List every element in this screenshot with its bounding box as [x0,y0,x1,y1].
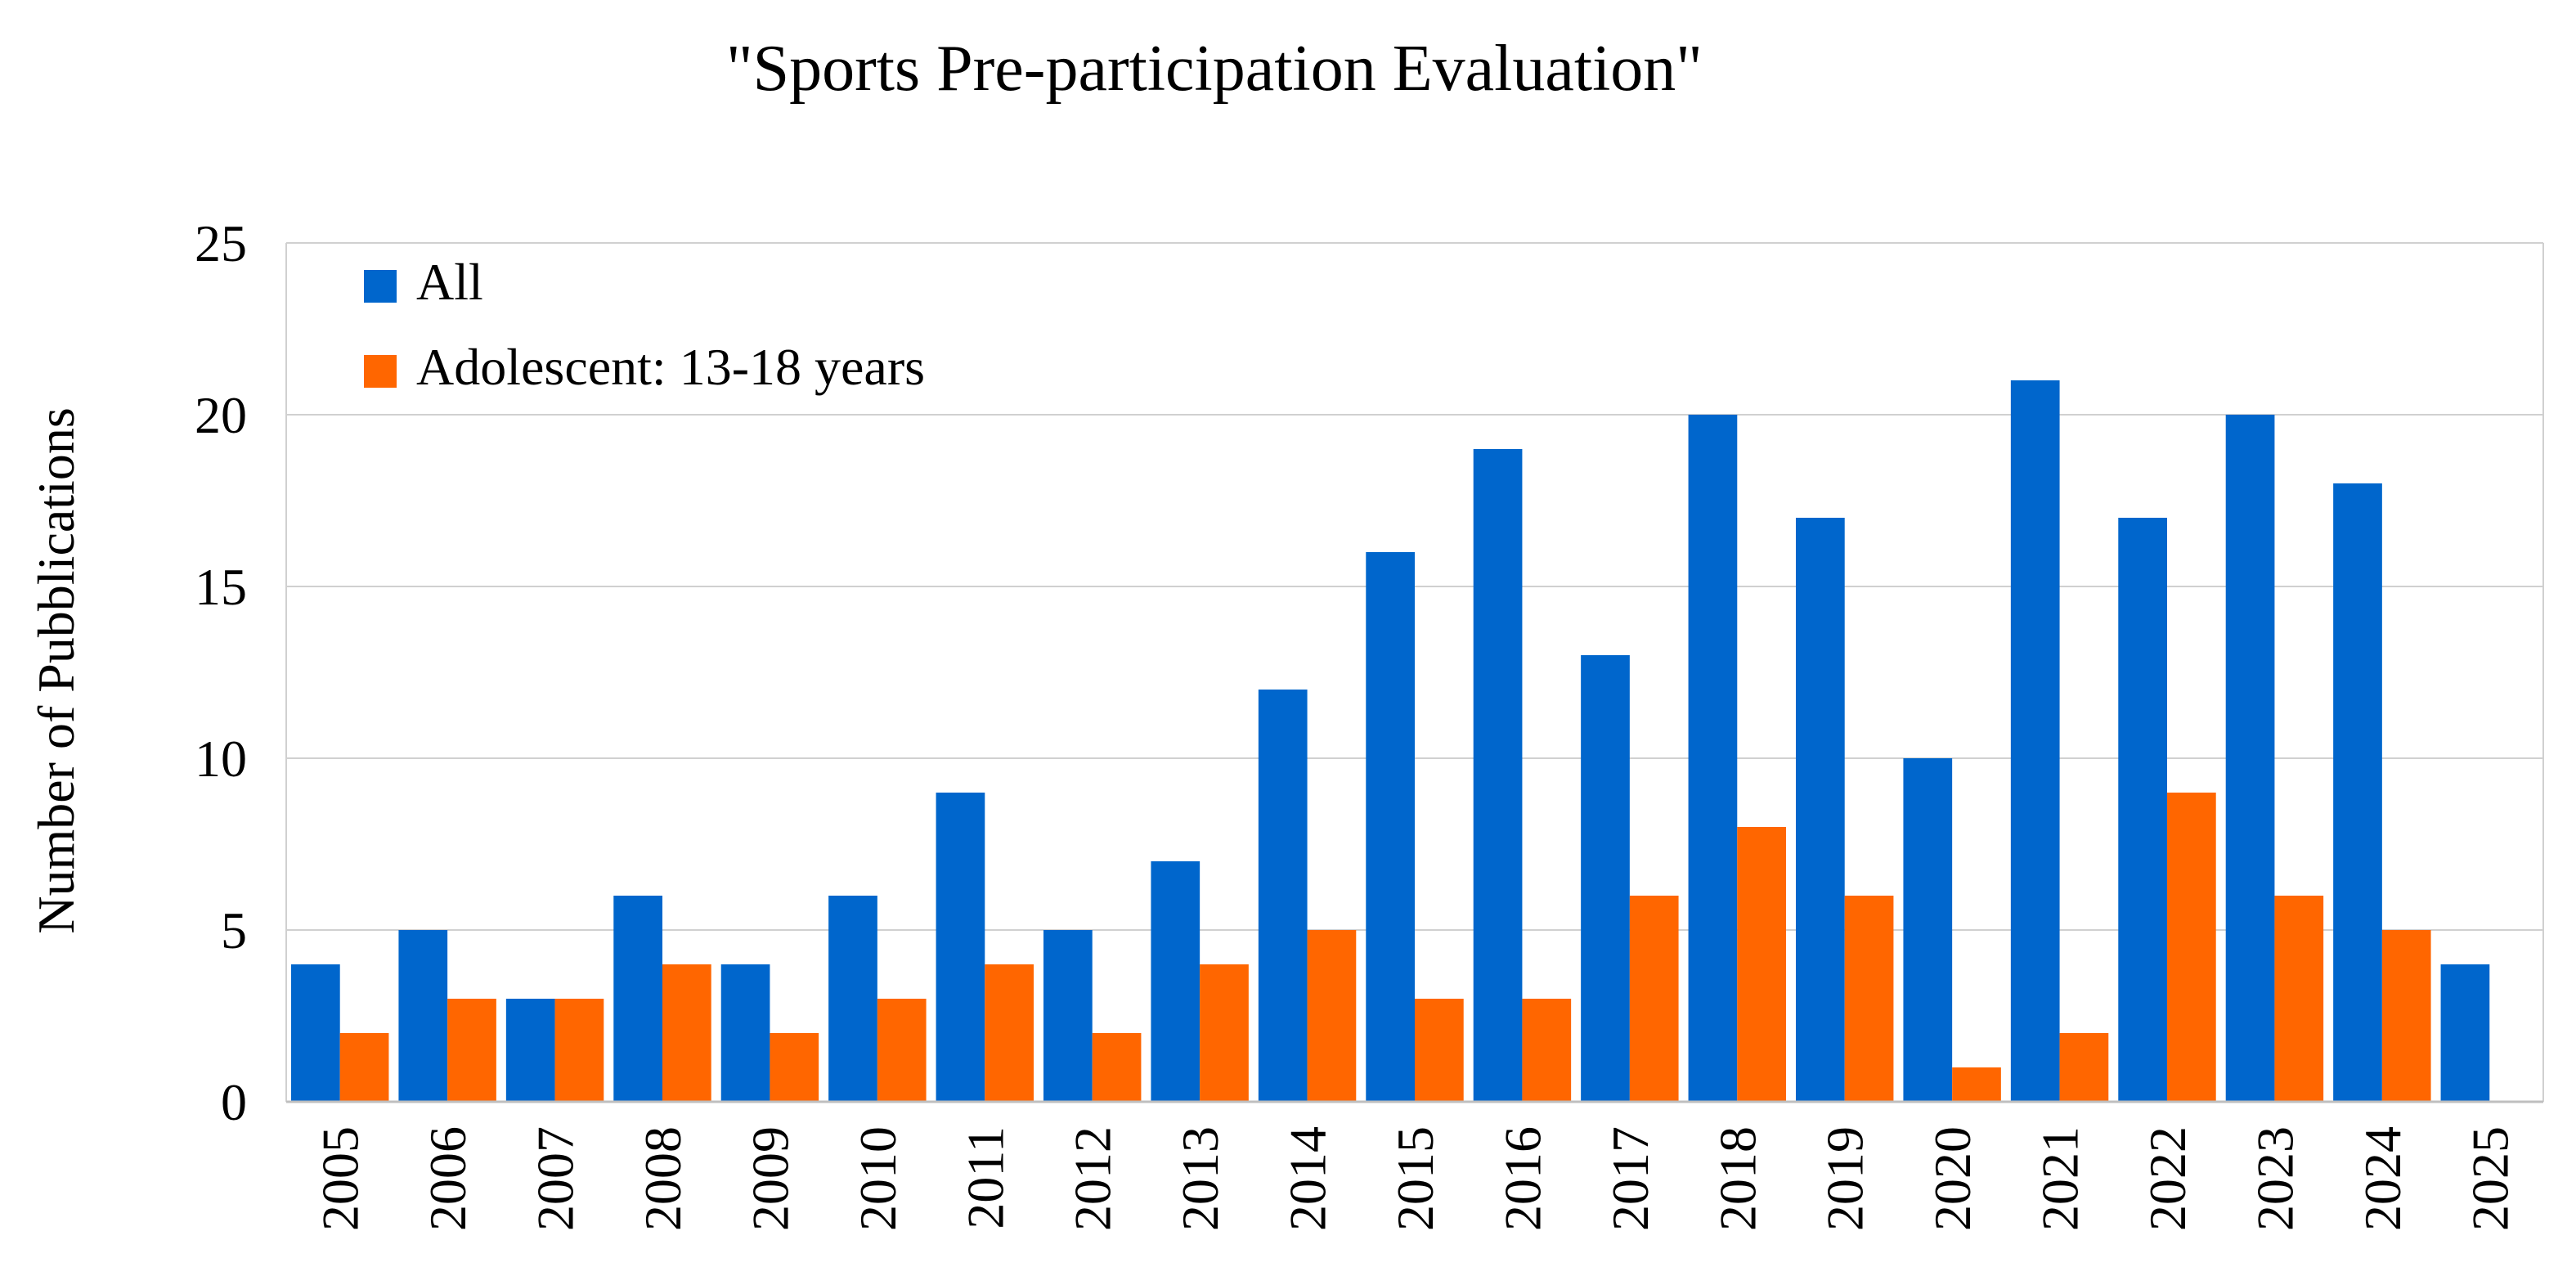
x-tick-label: 2014 [1279,1126,1337,1231]
bar-adolescent-13-18-years-2018 [1737,827,1786,1102]
bar-adolescent-13-18-years-2019 [1844,896,1894,1102]
bar-adolescent-13-18-years-2005 [339,1033,389,1102]
x-tick-label: 2019 [1816,1126,1874,1231]
legend-swatch [364,355,397,388]
bar-all-2010 [828,896,877,1102]
x-tick-label: 2012 [1064,1126,1122,1231]
bar-all-2013 [1151,861,1200,1102]
x-tick-labels: 2005 2006 2007 2008 2009 2010 2011 2012 2013 2014… [312,1126,2520,1231]
x-tick-label: 2013 [1171,1126,1229,1231]
bar-adolescent-13-18-years-2010 [877,999,927,1102]
bar-adolescent-13-18-years-2006 [447,999,496,1102]
bar-adolescent-13-18-years-2012 [1092,1033,1142,1102]
bar-all-2017 [1581,655,1630,1102]
bar-all-2008 [613,896,662,1102]
bar-adolescent-13-18-years-2007 [554,999,604,1102]
x-tick-label: 2009 [741,1126,799,1231]
bar-all-2005 [291,964,340,1102]
y-tick-label: 5 [221,901,247,959]
x-tick-label: 2007 [527,1126,585,1231]
bar-all-2023 [2225,415,2275,1102]
bar-adolescent-13-18-years-2011 [985,964,1034,1102]
bar-adolescent-13-18-years-2022 [2167,793,2216,1102]
bar-adolescent-13-18-years-2008 [662,964,711,1102]
y-tick-label: 0 [221,1073,247,1131]
x-tick-label: 2016 [1493,1126,1551,1231]
bar-all-2020 [1903,758,1953,1102]
x-tick-label: 2021 [2031,1126,2089,1231]
x-tick-label: 2023 [2246,1126,2304,1231]
x-tick-label: 2015 [1386,1126,1444,1231]
bars [291,380,2490,1102]
y-tick-label: 25 [195,214,247,272]
bar-all-2006 [398,930,448,1102]
legend: All Adolescent: 13-18 years [364,253,925,396]
bar-adolescent-13-18-years-2015 [1415,999,1464,1102]
chart-title: "Sports Pre-participation Evaluation" [726,33,1703,105]
bar-all-2014 [1258,690,1308,1102]
bar-adolescent-13-18-years-2014 [1307,930,1357,1102]
bar-all-2022 [2118,518,2167,1102]
bar-all-2011 [936,793,985,1102]
bar-all-2015 [1366,552,1415,1102]
bar-adolescent-13-18-years-2009 [770,1033,819,1102]
bar-all-2018 [1688,415,1738,1102]
x-tick-label: 2011 [956,1126,1014,1229]
bar-all-2016 [1473,449,1523,1102]
bar-adolescent-13-18-years-2023 [2274,896,2324,1102]
bar-all-2012 [1043,930,1093,1102]
bar-adolescent-13-18-years-2020 [1952,1067,2001,1102]
bar-all-2009 [720,964,770,1102]
bar-all-2007 [505,999,555,1102]
y-tick-label: 20 [195,386,247,444]
x-tick-label: 2008 [634,1126,692,1231]
x-tick-label: 2020 [1923,1126,1981,1231]
bar-adolescent-13-18-years-2021 [2059,1033,2109,1102]
x-tick-label: 2006 [419,1126,477,1231]
x-tick-label: 2017 [1601,1126,1659,1231]
y-tick-label: 10 [195,730,247,788]
bar-adolescent-13-18-years-2013 [1200,964,1249,1102]
bar-all-2021 [2010,380,2060,1102]
legend-label: Adolescent: 13-18 years [416,338,925,396]
bar-adolescent-13-18-years-2016 [1522,999,1572,1102]
bar-all-2024 [2333,483,2382,1102]
legend-label: All [416,253,483,311]
y-axis-label: Number of Pubblications [27,407,85,933]
bar-adolescent-13-18-years-2024 [2381,930,2431,1102]
y-tick-labels: 0 5 10 15 20 25 [195,214,247,1131]
bar-adolescent-13-18-years-2017 [1629,896,1679,1102]
bar-all-2025 [2440,964,2490,1102]
x-tick-label: 2010 [849,1126,907,1231]
x-tick-label: 2025 [2461,1126,2519,1231]
x-tick-label: 2024 [2354,1126,2412,1231]
x-tick-label: 2022 [2138,1126,2197,1231]
y-tick-label: 15 [195,558,247,616]
legend-swatch [364,270,397,303]
x-tick-label: 2018 [1708,1126,1766,1231]
bar-all-2019 [1796,518,1845,1102]
x-tick-label: 2005 [312,1126,370,1231]
axes [285,243,2544,1103]
